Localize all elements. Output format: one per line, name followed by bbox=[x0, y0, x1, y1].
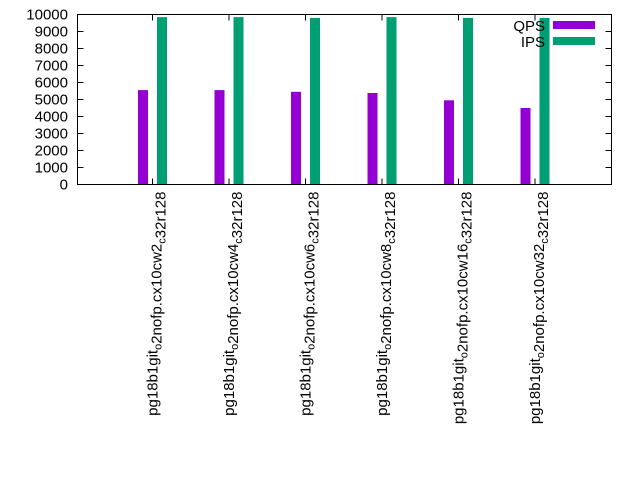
bar-qps-1 bbox=[138, 90, 148, 185]
bar-ips-1 bbox=[157, 17, 167, 185]
bar-qps-2 bbox=[214, 90, 225, 185]
y-tick-label: 4000 bbox=[35, 109, 68, 126]
bar-ips-3 bbox=[310, 17, 320, 185]
bar-ips-4 bbox=[386, 17, 397, 185]
bar-ips-2 bbox=[233, 17, 244, 185]
y-tick-label: 2000 bbox=[35, 143, 68, 160]
legend-label-qps: QPS bbox=[513, 18, 545, 35]
y-tick-label: 10000 bbox=[26, 7, 68, 24]
legend-label-ips: IPS bbox=[521, 34, 545, 51]
y-tick-label: 6000 bbox=[35, 75, 68, 92]
x-axis: pg18b1gito2nofp.cx10cw2c32r128 pg18b1gito… bbox=[145, 14, 552, 425]
y-tick-label: 8000 bbox=[35, 41, 68, 58]
x-tick-label: pg18b1gito2nofp.cx10cw32c32r128 bbox=[527, 192, 552, 425]
bar-qps-4 bbox=[367, 93, 378, 185]
x-tick-label: pg18b1gito2nofp.cx10cw6c32r128 bbox=[298, 192, 323, 416]
y-axis: 0100020003000400050006000700080009000100… bbox=[26, 7, 612, 194]
x-tick-label: pg18b1gito2nofp.cx10cw8c32r128 bbox=[374, 192, 399, 416]
legend-swatch-ips bbox=[553, 37, 595, 45]
y-tick-label: 0 bbox=[60, 177, 68, 194]
y-tick-label: 7000 bbox=[35, 58, 68, 75]
bar-qps-3 bbox=[291, 91, 301, 185]
y-tick-label: 3000 bbox=[35, 126, 68, 143]
bar-qps-6 bbox=[520, 108, 531, 185]
x-tick-label: pg18b1gito2nofp.cx10cw16c32r128 bbox=[451, 192, 476, 425]
y-tick-label: 1000 bbox=[35, 160, 68, 177]
bar-qps-5 bbox=[444, 100, 454, 185]
bar-ips-5 bbox=[463, 17, 473, 185]
x-tick-label: pg18b1gito2nofp.cx10cw4c32r128 bbox=[221, 192, 246, 416]
legend-swatch-qps bbox=[553, 21, 595, 29]
y-tick-label: 9000 bbox=[35, 24, 68, 41]
bar-ips-6 bbox=[539, 17, 550, 185]
bars-layer bbox=[138, 17, 550, 185]
y-tick-label: 5000 bbox=[35, 92, 68, 109]
x-tick-label: pg18b1gito2nofp.cx10cw2c32r128 bbox=[145, 192, 170, 416]
